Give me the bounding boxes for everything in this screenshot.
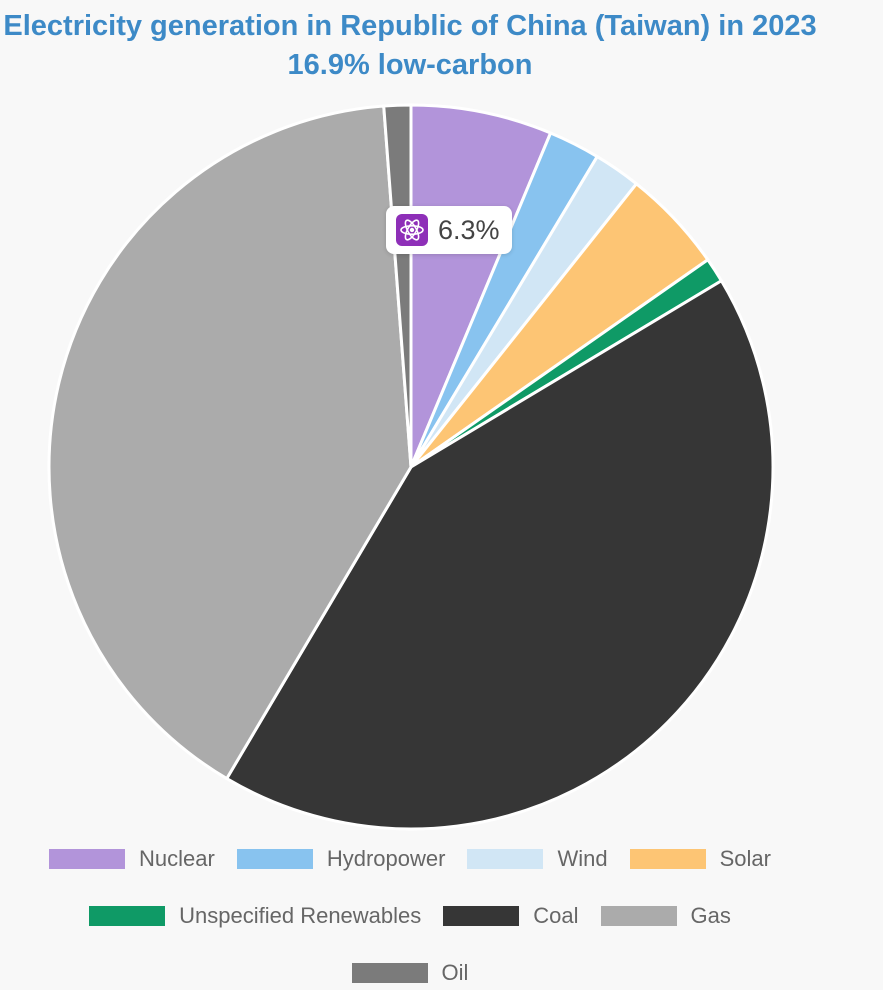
legend-label: Solar (719, 845, 771, 871)
pie-slice-coal[interactable] (225, 279, 775, 831)
legend-label: Nuclear (139, 845, 215, 871)
legend-swatch (351, 962, 428, 983)
pie-slice-gas[interactable] (47, 104, 413, 781)
legend-item-gas[interactable]: Gas (600, 899, 731, 932)
legend-swatch (600, 905, 677, 926)
legend-item-unspecified-renewables[interactable]: Unspecified Renewables (89, 899, 421, 932)
legend-swatch (629, 848, 706, 869)
chart-legend: Nuclear Hydropower Wind Solar Unspecified Re… (0, 842, 820, 989)
pie-slice-nuclear[interactable] (409, 103, 553, 469)
legend-label: Oil (441, 959, 469, 985)
legend-item-hydropower[interactable]: Hydropower (236, 842, 446, 875)
legend-label: Hydropower (326, 845, 446, 871)
legend-item-nuclear[interactable]: Nuclear (49, 842, 215, 875)
tooltip-value: 6.3% (438, 214, 500, 245)
pie-slice-oil[interactable] (382, 103, 413, 469)
slice-tooltip: 6.3% (386, 206, 512, 254)
legend-label: Unspecified Renewables (179, 902, 422, 928)
legend-swatch (443, 905, 520, 926)
legend-item-coal[interactable]: Coal (443, 899, 579, 932)
legend-swatch (236, 848, 313, 869)
legend-item-solar[interactable]: Solar (629, 842, 771, 875)
legend-swatch (467, 848, 544, 869)
legend-item-oil[interactable]: Oil (351, 956, 469, 989)
legend-swatch (89, 905, 166, 926)
atom-icon (396, 214, 428, 246)
chart-title: Electricity generation in Republic of Ch… (3, 10, 817, 42)
pie-chart (47, 103, 775, 831)
legend-label: Wind (557, 845, 608, 871)
legend-label: Gas (690, 902, 731, 928)
legend-label: Coal (533, 902, 579, 928)
legend-item-wind[interactable]: Wind (467, 842, 608, 875)
chart-subtitle: 16.9% low-carbon (287, 49, 533, 81)
legend-swatch (49, 848, 126, 869)
